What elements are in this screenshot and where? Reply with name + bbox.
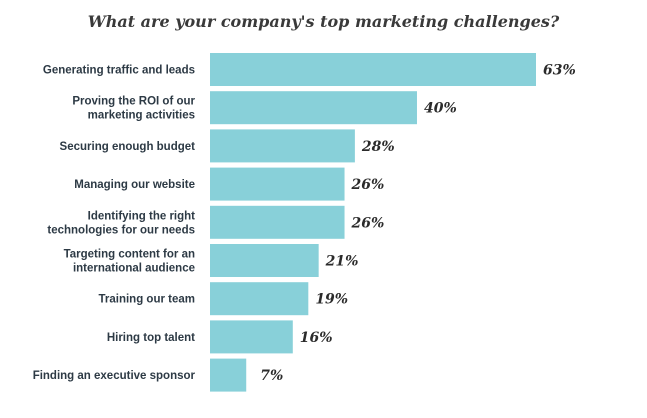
bar-0 xyxy=(210,53,536,86)
value-label-8: 7% xyxy=(260,368,283,384)
category-label-4: Identifying the right technologies for ou… xyxy=(47,210,195,236)
value-label-2: 28% xyxy=(361,139,395,155)
value-label-5: 21% xyxy=(325,254,359,270)
category-label-5: Targeting content for an international au… xyxy=(64,249,195,275)
category-label-6: Training our team xyxy=(99,294,196,306)
category-label-3: Managing our website xyxy=(74,179,195,191)
value-label-7: 16% xyxy=(300,330,333,346)
bar-4 xyxy=(210,205,345,239)
category-label-2: Securing enough budget xyxy=(60,141,196,153)
category-label-7: Hiring top talent xyxy=(107,332,195,344)
value-label-0: 63% xyxy=(543,63,576,79)
bar-5 xyxy=(210,244,319,277)
bar-7 xyxy=(210,320,293,354)
bar-1 xyxy=(210,91,417,125)
bar-2 xyxy=(210,129,355,163)
value-label-3: 26% xyxy=(351,177,385,193)
bar-6 xyxy=(210,282,309,316)
bar-3 xyxy=(210,167,345,201)
category-label-8: Finding an executive sponsor xyxy=(33,370,196,382)
bar-8 xyxy=(210,358,247,392)
chart-title: What are your company's top marketing ch… xyxy=(87,12,560,31)
value-label-1: 40% xyxy=(424,101,457,117)
value-label-4: 26% xyxy=(351,215,385,231)
value-label-6: 19% xyxy=(315,292,348,308)
category-label-0: Generating traffic and leads xyxy=(43,65,195,77)
category-label-1: Proving the ROI of our marketing activiti… xyxy=(72,96,195,122)
